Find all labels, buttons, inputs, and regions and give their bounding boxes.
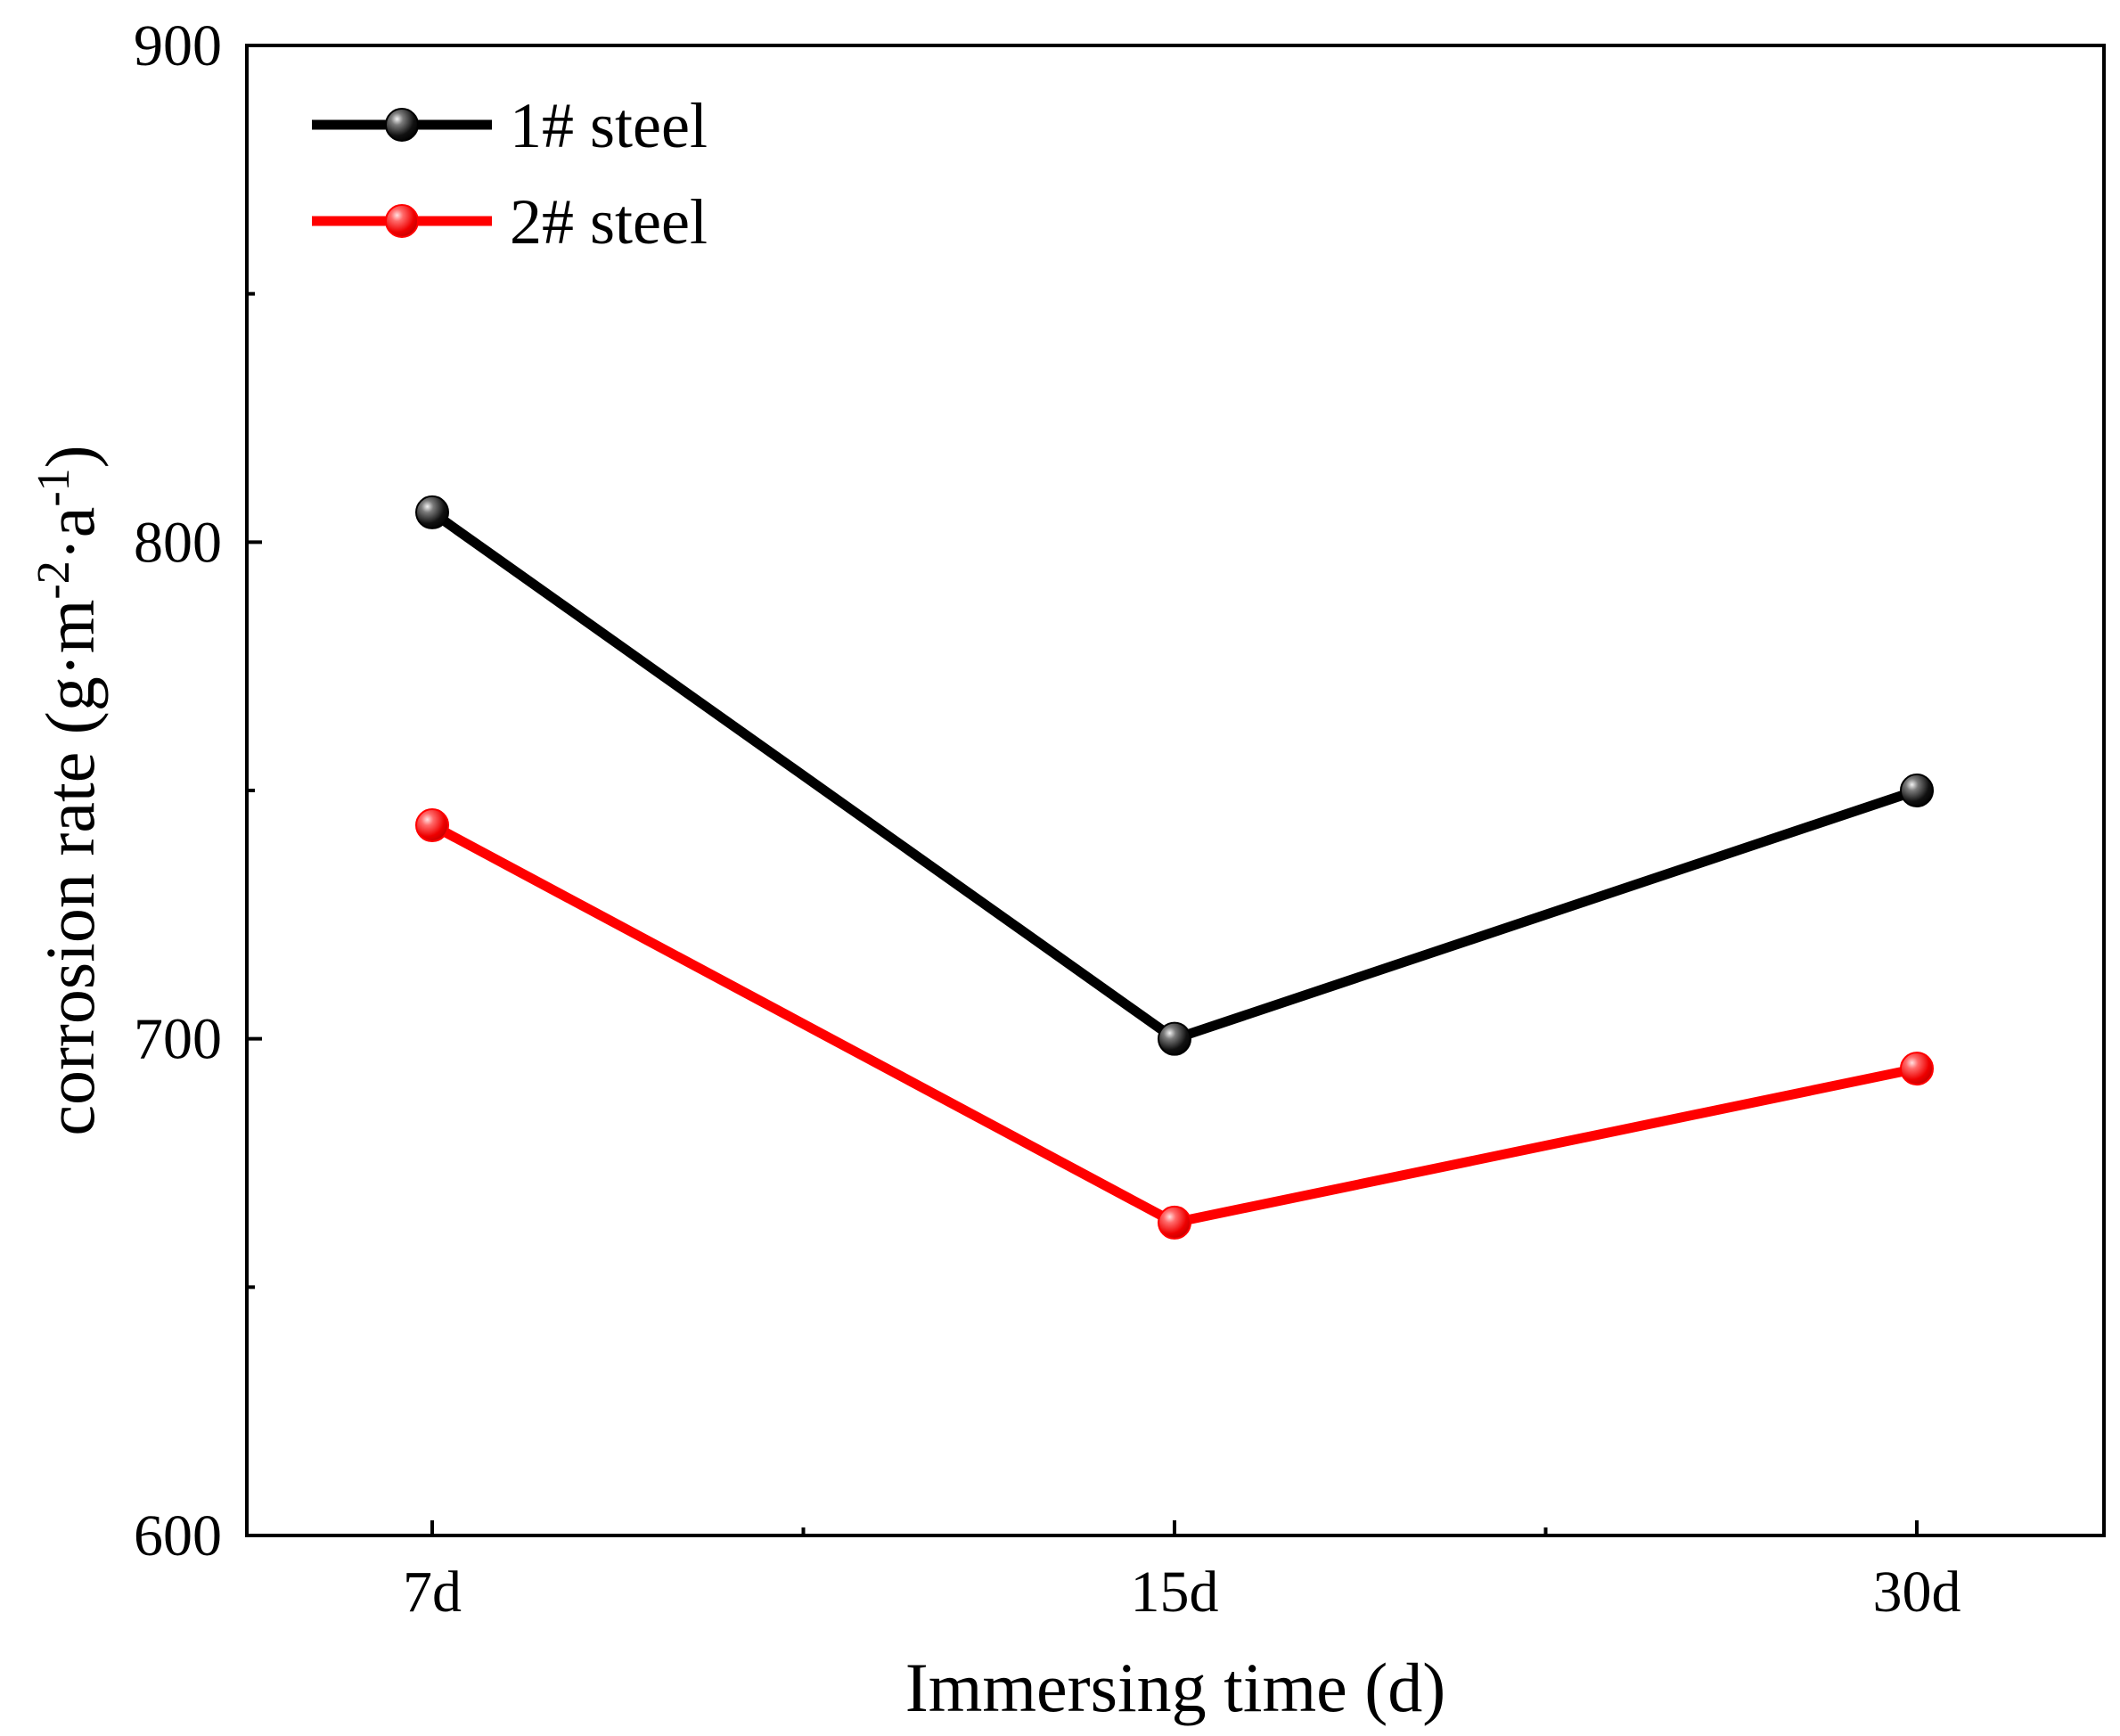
legend-marker (385, 108, 419, 142)
y-tick-label: 600 (134, 1503, 222, 1568)
y-tick-label: 800 (134, 510, 222, 575)
y-axis-title: corrosion rate (g·m-2·a-1) (29, 445, 110, 1135)
data-point (415, 808, 449, 843)
y-axis-title-sup-2: -1 (29, 468, 79, 506)
legend-label: 2# steel (510, 186, 708, 258)
legend: 1# steel 2# steel (312, 90, 708, 258)
legend-label: 1# steel (510, 90, 708, 161)
series-2 (415, 808, 1934, 1240)
x-tick-label: 7d (403, 1560, 462, 1625)
y-tick-label: 900 (134, 13, 222, 78)
y-axis-title-sup-1: -2 (29, 561, 79, 599)
x-axis-title: Immersing time (d) (905, 1649, 1446, 1726)
y-tick-label: 700 (134, 1007, 222, 1072)
ticks-layer: 600 700 800 900 7d 15d 30d (134, 13, 1961, 1625)
legend-item: 2# steel (312, 186, 708, 258)
legend-item: 1# steel (312, 90, 708, 161)
data-point (415, 495, 449, 529)
data-point (1158, 1021, 1191, 1056)
x-tick-label: 30d (1873, 1560, 1961, 1625)
legend-marker (385, 204, 419, 238)
data-point (1900, 774, 1934, 807)
x-tick-label: 15d (1131, 1560, 1219, 1625)
series-1 (415, 495, 1934, 1056)
series-layer (415, 495, 1934, 1240)
data-point (1900, 1052, 1934, 1086)
data-point (1158, 1205, 1191, 1240)
